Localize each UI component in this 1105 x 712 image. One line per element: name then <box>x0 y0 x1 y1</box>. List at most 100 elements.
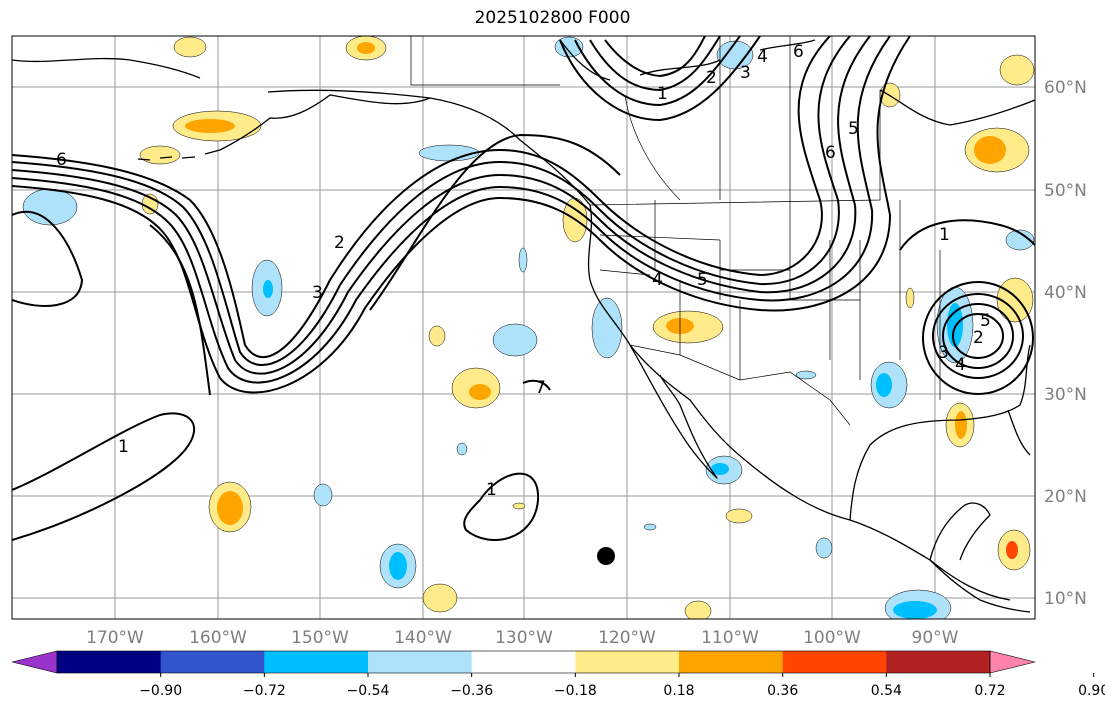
hudson-bay-coast <box>879 89 1035 126</box>
shade-blob <box>139 145 181 165</box>
shade-blob <box>422 583 458 613</box>
shade-blob <box>469 384 491 400</box>
colorbar-tick-label: 0.18 <box>663 683 694 699</box>
colorbar-tick-label: −0.54 <box>347 683 390 699</box>
contour-label: 7 <box>535 378 546 398</box>
contour-label: 1 <box>657 84 668 104</box>
colorbar-tick-label: −0.72 <box>243 683 286 699</box>
shade-blob <box>22 188 78 226</box>
contour-line <box>12 36 871 375</box>
shade-blob <box>795 370 817 380</box>
colorbar-outline <box>56 650 991 674</box>
arctic-islands <box>559 39 816 81</box>
lat-label: 50°N <box>1044 181 1087 201</box>
gridlines <box>12 36 1035 619</box>
map-frame <box>11 35 1036 620</box>
shade-blob <box>1005 229 1035 251</box>
florida <box>1007 409 1031 456</box>
us-canada-border <box>589 90 881 206</box>
colorbar-tick-label: −0.90 <box>139 683 182 699</box>
shade-blob <box>357 42 375 54</box>
contour-line <box>12 36 911 394</box>
gulf-coast <box>849 344 1031 521</box>
shade-blob <box>725 508 753 524</box>
contour-label: 2 <box>706 68 717 88</box>
contour-label: 4 <box>757 47 768 67</box>
shade-blob <box>876 373 892 397</box>
shade-blob <box>643 523 657 531</box>
lon-label: 100°W <box>803 628 861 648</box>
contour-line <box>12 36 891 384</box>
colorbar-extend-low <box>11 650 58 674</box>
contour-label: 5 <box>848 119 859 139</box>
shade-blob <box>815 537 833 559</box>
shade-blob <box>185 119 235 133</box>
contour-line <box>899 219 1035 251</box>
contour-label: 1 <box>939 225 950 245</box>
height-contours <box>12 36 1035 541</box>
contour-line <box>522 379 551 391</box>
colorbar-segment <box>886 651 991 673</box>
colorbar-segment <box>57 651 162 673</box>
colorbar-tick-label: −0.18 <box>554 683 597 699</box>
shade-blob <box>518 247 528 273</box>
colorbar-segment <box>160 651 265 673</box>
map-title: 2025102800 F000 <box>474 8 631 28</box>
alaska-canada-border <box>410 36 560 86</box>
location-marker <box>597 547 615 565</box>
shade-blob <box>974 136 1006 164</box>
contour-line <box>952 313 1004 359</box>
lon-label: 110°W <box>701 628 759 648</box>
shade-blob <box>1006 541 1018 559</box>
lat-label: 40°N <box>1044 283 1087 303</box>
colorbar-segment <box>575 651 680 673</box>
alaska-peninsula <box>219 94 431 151</box>
contour-line <box>149 133 621 396</box>
colorbar-tick-label: −0.36 <box>450 683 493 699</box>
contour-line <box>12 36 831 359</box>
contour-label: 3 <box>312 283 323 303</box>
lon-label: 150°W <box>291 628 349 648</box>
colorbar-tick-label: 0.90 <box>1078 683 1105 699</box>
contour-label: 4 <box>652 270 663 290</box>
siberia-coast <box>12 57 201 79</box>
contour-line <box>932 293 1024 379</box>
lat-label: 60°N <box>1044 78 1087 98</box>
shade-blob <box>905 287 915 309</box>
contour-line <box>922 281 1034 395</box>
contour-label: 2 <box>334 233 345 253</box>
colorbar-segment <box>264 651 369 673</box>
shade-blob <box>217 491 243 525</box>
yucatan <box>929 502 991 561</box>
contour-label: 6 <box>825 143 836 163</box>
aleutian-islands <box>137 149 221 161</box>
lon-label: 90°W <box>912 628 959 648</box>
shade-blob <box>173 36 207 58</box>
lat-label: 20°N <box>1044 487 1087 507</box>
colorbar: −0.90 −0.72 −0.54 −0.36 −0.18 0.18 0.36 0.54 0.7… <box>11 650 1105 699</box>
shade-blob <box>947 303 963 347</box>
shade-blob <box>492 323 538 357</box>
contour-line <box>604 36 706 78</box>
contour-label: 2 <box>973 328 984 348</box>
shade-blob <box>512 502 526 510</box>
contour-label: 5 <box>980 311 991 331</box>
contour-line <box>12 210 84 307</box>
contour-label: 4 <box>955 355 966 375</box>
lon-label: 160°W <box>189 628 247 648</box>
shade-blob <box>389 552 407 580</box>
colorbar-tick-label: 0.36 <box>767 683 798 699</box>
contour-line <box>463 472 540 541</box>
contour-line <box>589 36 721 92</box>
colorbar-segment <box>679 651 784 673</box>
contour-line <box>942 303 1014 369</box>
lon-label: 120°W <box>598 628 656 648</box>
colorbar-segment <box>368 651 473 673</box>
contour-label: 3 <box>938 343 949 363</box>
lon-label: 130°W <box>495 628 553 648</box>
colorbar-tick-label: 0.72 <box>974 683 1005 699</box>
shade-blob <box>263 280 273 298</box>
shade-blob <box>893 601 937 619</box>
contour-label: 3 <box>740 63 751 83</box>
